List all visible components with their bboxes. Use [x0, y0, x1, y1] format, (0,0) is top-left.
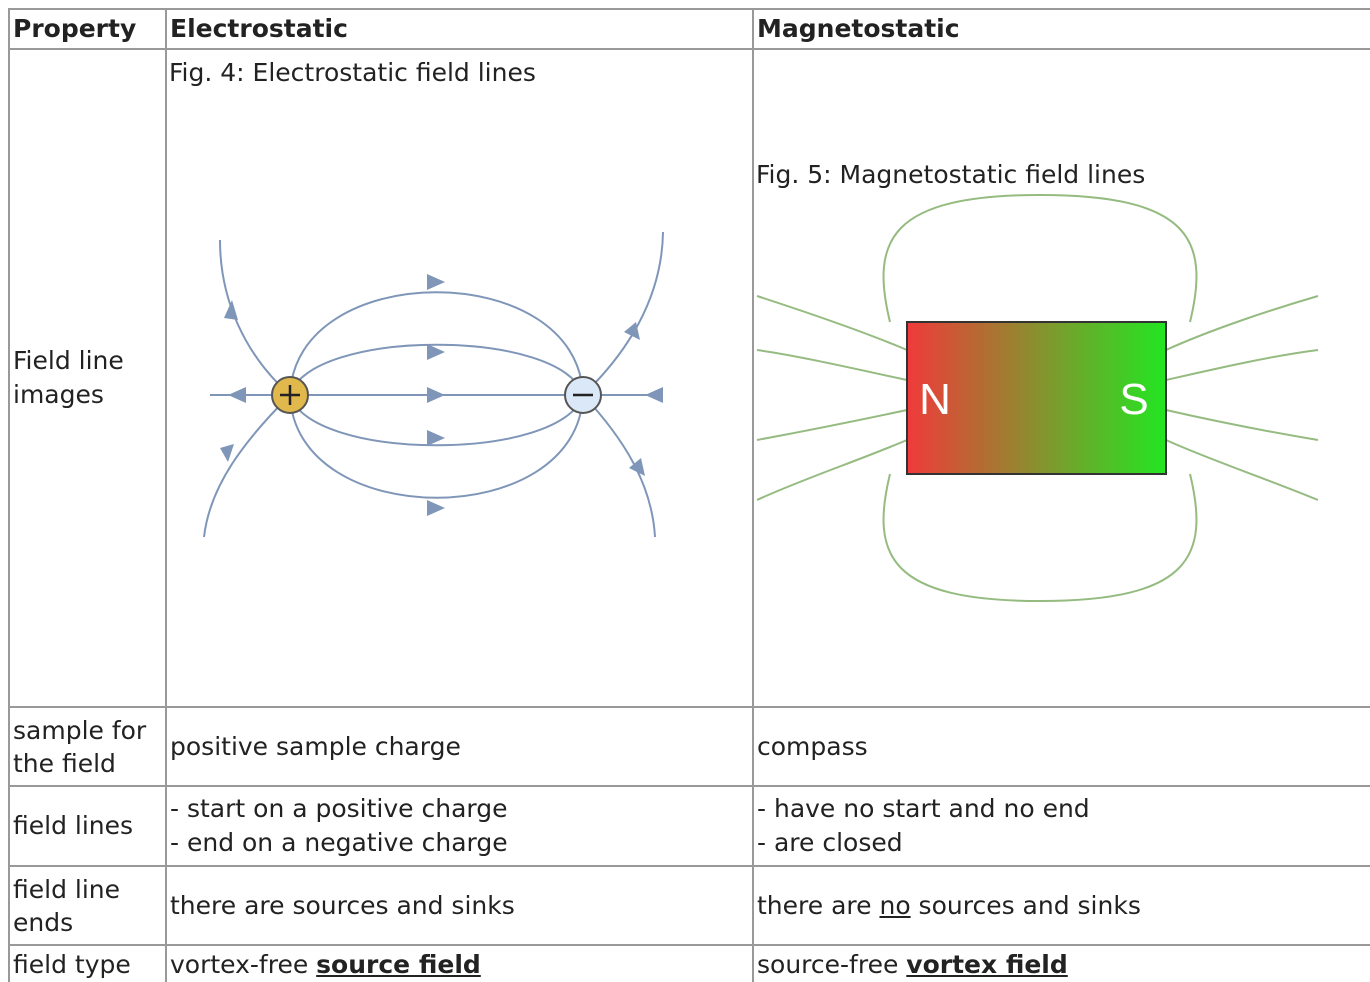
page: Property Electrostatic Magnetostatic Fie… — [0, 0, 1370, 982]
pole-label: N — [919, 375, 951, 424]
figures: N S — [0, 0, 1370, 982]
pole-label: S — [1119, 375, 1148, 424]
